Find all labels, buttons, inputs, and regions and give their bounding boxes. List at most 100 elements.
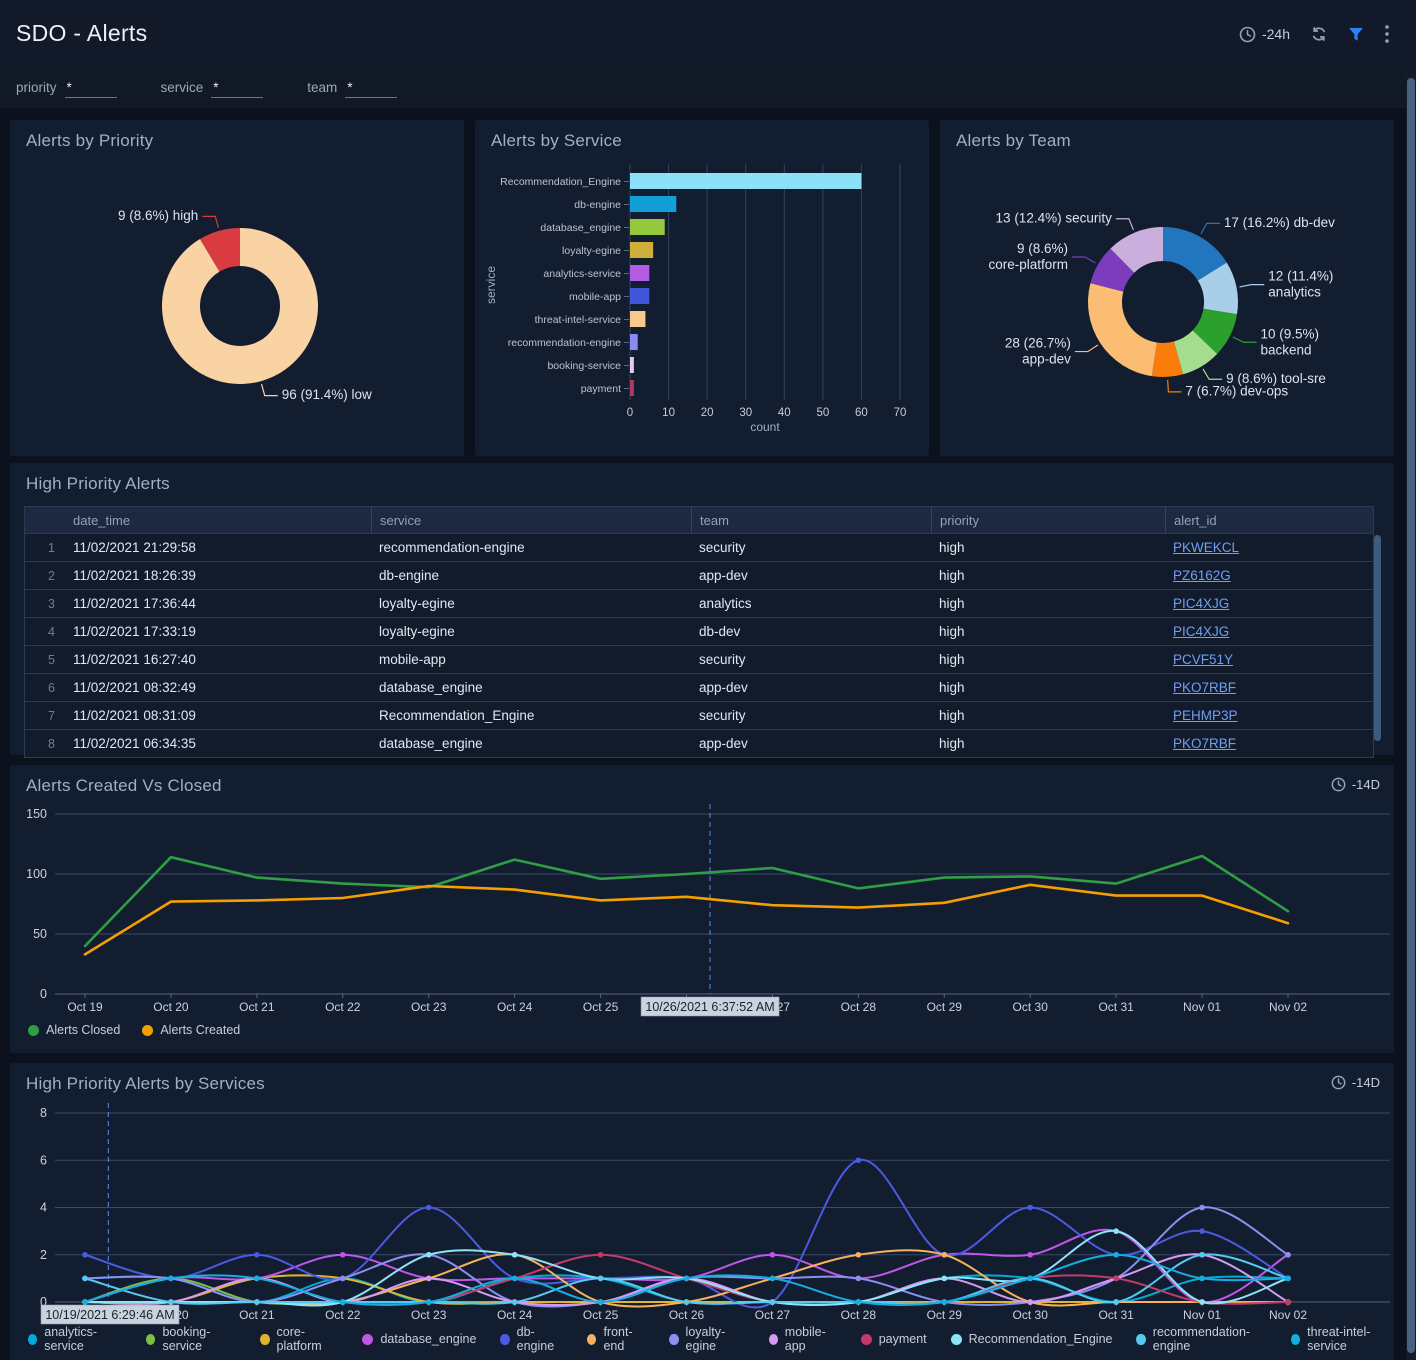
cell-alert_id: PKWEKCL: [1165, 540, 1373, 555]
legend-item-Recommendation_Engine[interactable]: Recommendation_Engine: [950, 1332, 1112, 1346]
donut-segment-core-platform[interactable]: [1090, 248, 1135, 292]
legend-item-threat-intel-service[interactable]: threat-intel-service: [1290, 1325, 1394, 1353]
legend-dot: [28, 1333, 38, 1345]
series-marker: [941, 1251, 948, 1258]
alert-id-link[interactable]: PIC4XJG: [1173, 624, 1230, 639]
alerts-by-team-donut: 17 (16.2%) db-dev 12 (11.4%) analytics 10 (…: [989, 210, 1336, 398]
more-menu-button[interactable]: [1384, 24, 1390, 44]
alert-id-link[interactable]: PKO7RBF: [1173, 680, 1237, 695]
table-header-date_time[interactable]: date_time: [73, 512, 131, 528]
filter-input-priority[interactable]: [64, 80, 117, 98]
table-row[interactable]: 3 11/02/2021 17:36:44 loyalty-egine analyti…: [25, 589, 1373, 617]
bar-booking-service[interactable]: [630, 357, 634, 373]
legend-item-recommendation-engine[interactable]: recommendation-engine: [1136, 1325, 1266, 1353]
alert-id-link[interactable]: PKO7RBF: [1173, 736, 1237, 751]
table-header-team[interactable]: team: [691, 507, 931, 533]
alert-id-link[interactable]: PKWEKCL: [1173, 540, 1240, 555]
panel-alerts-by-priority: Alerts by Priority 96 (91.4%) low 9 (8.6%…: [10, 120, 464, 456]
bar-loyalty-egine[interactable]: [630, 242, 654, 258]
donut-segment-db-dev[interactable]: [1163, 227, 1227, 281]
filter-icon: [1349, 27, 1363, 41]
bar-database_engine[interactable]: [630, 219, 665, 235]
created-vs-closed-legend: Alerts Closed Alerts Created: [28, 1023, 240, 1037]
table-header-priority[interactable]: priority: [931, 507, 1165, 533]
page-scrollbar[interactable]: [1406, 75, 1416, 1360]
legend-dot: [950, 1333, 962, 1345]
donut-segment-tool-sre[interactable]: [1173, 330, 1218, 375]
series-marker: [597, 1299, 604, 1305]
x-tick-label: 20: [701, 407, 714, 419]
alert-id-link[interactable]: PZ6162G: [1173, 568, 1231, 583]
page-scrollbar-thumb[interactable]: [1407, 78, 1415, 1353]
legend-item-loyalty-egine[interactable]: loyalty-egine: [669, 1325, 744, 1353]
range-label: -14D: [1351, 777, 1380, 792]
panel-title: Alerts by Team: [956, 131, 1071, 150]
legend-item-analytics-service[interactable]: analytics-service: [28, 1325, 122, 1353]
filter-input-service[interactable]: [211, 80, 264, 98]
app-header: SDO - Alerts -24h: [0, 0, 1416, 70]
table-header-alert_id[interactable]: alert_id: [1165, 507, 1373, 533]
filter-button[interactable]: [1348, 27, 1364, 42]
bar-threat-intel-service[interactable]: [630, 311, 646, 327]
series-marker: [1285, 1275, 1291, 1282]
alert-id-link[interactable]: PEHMP3P: [1173, 708, 1238, 723]
bar-payment[interactable]: [630, 380, 634, 396]
x-tick-label: Oct 26: [669, 1308, 705, 1322]
bar-label: db-engine: [574, 199, 621, 211]
table-scrollbar[interactable]: [1374, 535, 1381, 741]
donut-segment-dev-ops[interactable]: [1151, 341, 1183, 378]
bar-recommendation-engine[interactable]: [630, 334, 638, 350]
donut-label-high: 9 (8.6%) high: [118, 208, 198, 223]
filter-input-team[interactable]: [345, 80, 398, 98]
legend-item-Alerts Created[interactable]: Alerts Created: [142, 1023, 240, 1037]
legend-item-mobile-app[interactable]: mobile-app: [768, 1325, 837, 1353]
table-row[interactable]: 6 11/02/2021 08:32:49 database_engine app-d…: [25, 673, 1373, 701]
legend-item-payment[interactable]: payment: [860, 1332, 927, 1346]
donut-leader-line: [1239, 284, 1265, 288]
donut-label-app-dev: 28 (26.7%) app-dev: [1005, 335, 1071, 366]
cell-index: 8: [48, 736, 55, 751]
bar-analytics-service[interactable]: [630, 265, 650, 281]
cell-service: loyalty-egine: [379, 624, 455, 639]
bar-db-engine[interactable]: [630, 196, 677, 212]
series-marker: [339, 1299, 346, 1305]
table-header-service[interactable]: service: [371, 507, 691, 533]
legend-label: mobile-app: [784, 1325, 826, 1353]
y-tick-label: 100: [26, 867, 47, 881]
legend-item-Alerts Closed[interactable]: Alerts Closed: [28, 1023, 120, 1037]
table-row[interactable]: 2 11/02/2021 18:26:39 db-engine app-dev high…: [25, 561, 1373, 589]
table-row[interactable]: 7 11/02/2021 08:31:09 Recommendation_Engin…: [25, 701, 1373, 729]
legend-item-core-platform[interactable]: core-platform: [260, 1325, 338, 1353]
table-row[interactable]: 5 11/02/2021 16:27:40 mobile-app security hi…: [25, 645, 1373, 673]
donut-segment-app-dev[interactable]: [1088, 283, 1157, 377]
legend-item-db-engine[interactable]: db-engine: [500, 1325, 563, 1353]
legend-dot: [142, 1024, 154, 1036]
table-row[interactable]: 4 11/02/2021 17:33:19 loyalty-egine db-dev h…: [25, 617, 1373, 645]
legend-label: booking-service: [162, 1325, 211, 1353]
x-tick-label: Oct 24: [497, 1000, 533, 1014]
legend-item-front-end[interactable]: front-end: [587, 1325, 645, 1353]
donut-segment-high[interactable]: [199, 228, 240, 272]
cell-service: database_engine: [379, 680, 483, 695]
donut-segment-security[interactable]: [1110, 227, 1163, 273]
alert-id-link[interactable]: PIC4XJG: [1173, 596, 1230, 611]
table-row[interactable]: 8 11/02/2021 06:34:35 database_engine app-d…: [25, 729, 1373, 757]
refresh-icon: [1312, 27, 1326, 41]
alert-id-link[interactable]: PCVF51Y: [1173, 652, 1234, 667]
donut-segment-analytics[interactable]: [1197, 262, 1238, 315]
bar-mobile-app[interactable]: [630, 288, 650, 304]
donut-segment-low[interactable]: [161, 228, 318, 384]
legend-label: database_engine: [380, 1332, 477, 1346]
series-line-db-engine: [84, 1159, 1289, 1309]
legend-dot: [146, 1333, 156, 1345]
table-row[interactable]: 1 11/02/2021 21:29:58 recommendation-engin…: [25, 533, 1373, 561]
refresh-button[interactable]: [1310, 25, 1328, 43]
bar-Recommendation_Engine[interactable]: [630, 173, 862, 189]
legend-item-database_engine[interactable]: database_engine: [362, 1332, 476, 1346]
series-marker: [254, 1275, 260, 1282]
legend-item-booking-service[interactable]: booking-service: [146, 1325, 236, 1353]
time-range-button[interactable]: -24h: [1239, 26, 1290, 43]
series-marker: [82, 1299, 88, 1305]
donut-segment-backend[interactable]: [1192, 308, 1237, 354]
